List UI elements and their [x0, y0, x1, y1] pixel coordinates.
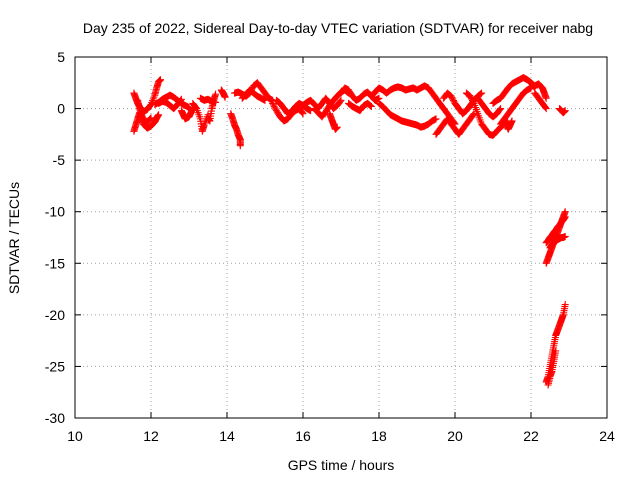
data-point	[508, 117, 516, 125]
data-point	[157, 76, 164, 84]
data-point	[299, 110, 307, 118]
data-point	[146, 115, 154, 123]
data-point	[298, 109, 306, 117]
data-point	[212, 98, 220, 106]
data-point	[269, 101, 277, 109]
data-point	[366, 101, 374, 109]
data-point	[449, 95, 457, 103]
y-tick-label: -10	[45, 204, 65, 220]
data-point	[336, 97, 344, 105]
axis-ticks: 10 12 14 16 18 20 22 24 5 0 -5 -10 -15 -20 -25 -30	[45, 49, 615, 444]
y-tick-label: 5	[57, 49, 65, 65]
data-point	[333, 123, 341, 131]
data-point	[448, 94, 456, 102]
y-tick-label: -5	[53, 152, 66, 168]
data-point	[496, 106, 504, 114]
data-point	[212, 90, 220, 98]
data-point	[270, 102, 278, 110]
y-tick-label: -25	[45, 358, 65, 374]
data-point	[447, 92, 455, 100]
data-point	[476, 90, 484, 98]
data-point	[177, 95, 185, 103]
x-tick-label: 18	[371, 428, 387, 444]
x-tick-label: 24	[599, 428, 615, 444]
data-point	[477, 90, 485, 98]
data-point	[561, 301, 569, 309]
data-point	[236, 142, 244, 150]
data-point	[337, 96, 345, 104]
data-point	[469, 111, 477, 119]
y-axis-label: SDTVAR / TECUs	[6, 182, 22, 294]
data-point	[469, 98, 477, 106]
y-tick-label: 0	[57, 101, 65, 117]
data-point	[552, 347, 560, 355]
data-point	[561, 107, 569, 115]
x-tick-label: 10	[67, 428, 83, 444]
data-point	[221, 93, 229, 101]
x-axis-label: GPS time / hours	[288, 457, 395, 473]
grid-lines	[75, 57, 607, 418]
data-point	[145, 116, 153, 124]
data-point	[367, 103, 375, 111]
data-points	[130, 74, 569, 389]
data-point	[541, 104, 549, 112]
data-point	[269, 99, 277, 107]
data-point	[497, 105, 505, 113]
data-point	[468, 97, 476, 105]
data-point	[432, 115, 440, 123]
data-point	[467, 94, 475, 102]
data-point	[271, 104, 279, 112]
data-point	[261, 96, 269, 104]
chart-title: Day 235 of 2022, Sidereal Day-to-day VTE…	[83, 20, 593, 36]
data-point	[367, 102, 375, 110]
x-tick-label: 22	[523, 428, 539, 444]
data-point	[146, 101, 154, 109]
data-point	[561, 232, 569, 240]
data-point	[177, 96, 185, 104]
data-point	[468, 95, 476, 103]
y-tick-label: -20	[45, 307, 65, 323]
data-point	[147, 114, 155, 122]
data-point	[449, 97, 457, 105]
data-point	[466, 92, 474, 100]
x-tick-label: 12	[143, 428, 159, 444]
data-point	[561, 213, 569, 221]
data-point	[542, 105, 550, 113]
x-tick-label: 14	[219, 428, 235, 444]
data-point	[478, 89, 486, 97]
data-point	[542, 94, 550, 102]
y-tick-label: -30	[45, 410, 65, 426]
data-point	[192, 104, 200, 112]
data-point	[155, 111, 163, 119]
x-tick-label: 20	[447, 428, 463, 444]
plot-frame	[74, 56, 608, 419]
y-tick-label: -15	[45, 255, 65, 271]
x-tick-label: 16	[295, 428, 311, 444]
